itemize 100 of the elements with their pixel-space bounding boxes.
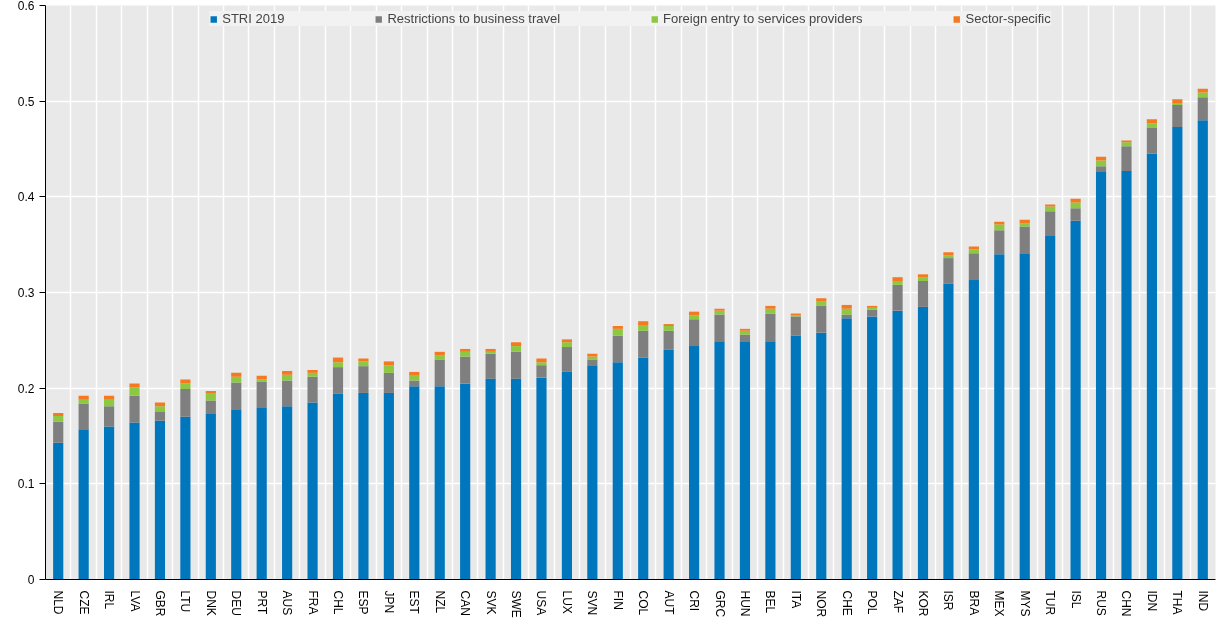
bar [1045, 206, 1056, 212]
bar [256, 381, 267, 408]
bar [154, 420, 166, 580]
y-tick-label: 0.5 [17, 94, 35, 109]
x-tick-label: AUS [280, 590, 295, 616]
bar [816, 332, 827, 580]
bar [1146, 119, 1157, 124]
bar [358, 366, 369, 393]
bar [917, 281, 929, 307]
bar [510, 346, 522, 352]
bar [53, 413, 64, 416]
bar [1019, 226, 1030, 254]
bar [332, 393, 344, 580]
bar [460, 351, 471, 357]
x-tick-label: SVK [483, 590, 498, 615]
bar [561, 371, 572, 580]
bar [332, 362, 344, 368]
y-tick-label: 0 [27, 573, 35, 587]
bar [917, 277, 929, 282]
x-tick-label: HUN [737, 590, 752, 617]
bar [409, 375, 420, 381]
bar [358, 392, 369, 580]
x-tick-label: MEX [992, 590, 1007, 617]
x-tick-label: NLD [51, 590, 66, 615]
bar [536, 377, 547, 580]
bar [765, 341, 776, 580]
x-tick-label: MYS [1017, 590, 1032, 617]
bar [561, 342, 572, 348]
y-tick-label: 0.2 [17, 381, 35, 396]
bar [1146, 153, 1157, 580]
bar [510, 342, 522, 347]
bar [816, 301, 827, 306]
bar [917, 306, 929, 580]
bar [460, 348, 471, 352]
x-tick-label: PRT [254, 590, 269, 615]
x-tick-label: FRA [305, 590, 320, 615]
bar [1146, 127, 1157, 154]
bar [892, 284, 903, 311]
x-tick-label: GBR [152, 590, 167, 617]
bar [867, 316, 878, 580]
bar [282, 380, 293, 407]
bar [816, 305, 827, 333]
bar [78, 429, 89, 580]
x-tick-label: BRA [966, 590, 981, 616]
x-tick-label: KOR [916, 590, 930, 617]
x-tick-label: DEU [229, 590, 244, 616]
x-tick-label: SVN [585, 590, 600, 616]
x-tick-label: CAN [458, 590, 473, 616]
bar [307, 402, 318, 580]
x-tick-label: ISR [941, 590, 956, 611]
bar [663, 349, 674, 580]
bar [1197, 120, 1208, 580]
bar [1172, 127, 1183, 580]
bar [485, 378, 496, 580]
x-tick-label: CHL [331, 590, 345, 615]
y-tick-label: 0.1 [17, 477, 35, 492]
bar [1045, 211, 1056, 237]
bar [1070, 208, 1081, 221]
bar [638, 357, 649, 580]
bar [256, 375, 267, 380]
x-tick-label: SWE [509, 590, 524, 618]
bar [78, 395, 89, 400]
bar [790, 335, 801, 580]
bar [536, 362, 547, 366]
x-tick-label: LUX [559, 590, 574, 614]
x-tick-label: COL [636, 590, 651, 616]
bar [612, 325, 623, 329]
bar [205, 414, 216, 580]
x-tick-label: LTU [178, 590, 193, 613]
bar [994, 221, 1005, 225]
bar [383, 361, 394, 366]
bar [943, 258, 954, 284]
bar [205, 400, 216, 414]
bar [282, 406, 293, 580]
bar [460, 383, 471, 580]
bar [485, 353, 496, 379]
bar [53, 415, 64, 422]
legend-label: STRI 2019 [222, 11, 285, 26]
bar [78, 403, 89, 430]
bar [816, 298, 827, 302]
bar [129, 383, 140, 388]
bar [1070, 198, 1081, 203]
y-tick-label: 0.6 [17, 0, 35, 13]
bar [663, 325, 674, 331]
legend-label: Foreign entry to services providers [663, 11, 863, 26]
x-tick-label: ESP [356, 590, 371, 615]
bar [892, 277, 903, 282]
bar [53, 421, 64, 443]
bar [714, 310, 725, 315]
x-tick-label: NZL [432, 590, 447, 614]
bar [434, 359, 445, 387]
bar [282, 370, 293, 375]
bar [129, 395, 140, 423]
bar [460, 356, 471, 384]
y-tick-label: 0.4 [17, 190, 35, 205]
bar [383, 392, 394, 580]
bar [154, 406, 166, 413]
x-tick-label: THA [1170, 590, 1185, 615]
bar [307, 376, 318, 403]
bar [689, 315, 700, 320]
